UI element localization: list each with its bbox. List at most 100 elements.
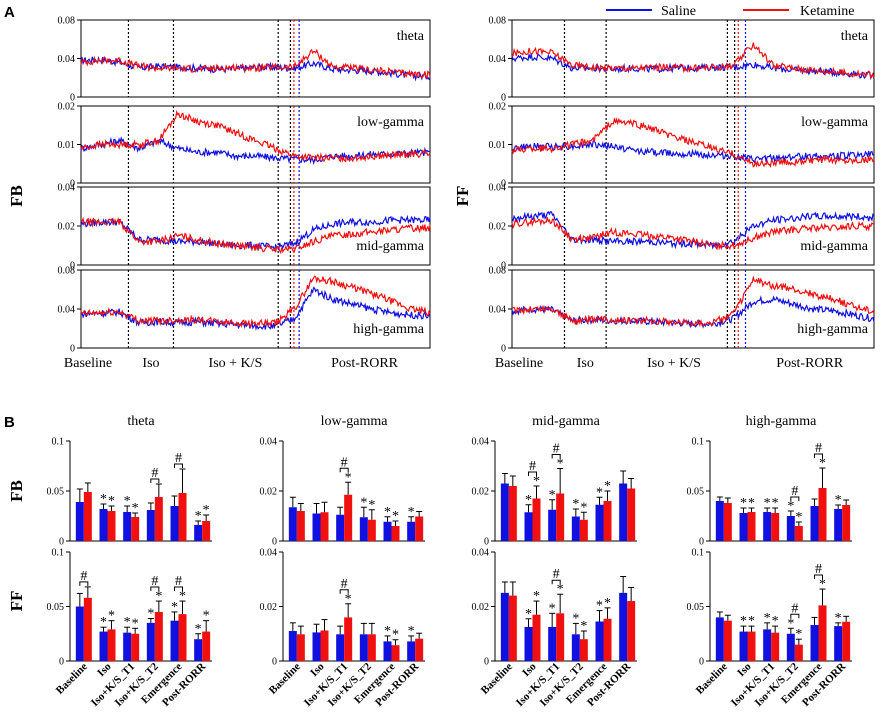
ketamine-bar: [579, 519, 588, 541]
significance-star: *: [604, 596, 611, 611]
saline-bar: [763, 629, 772, 661]
saline-bar: [619, 483, 628, 541]
hash-mark: #: [151, 466, 158, 481]
band-label: mid-gamma: [800, 239, 868, 254]
saline-bar: [312, 632, 321, 661]
section-label: Baseline: [64, 356, 112, 371]
significance-star: *: [557, 457, 564, 472]
ketamine-bar: [603, 618, 612, 661]
ketamine-bar: [508, 486, 517, 541]
significance-star: *: [764, 611, 771, 626]
saline-bar: [146, 622, 155, 661]
band-label: mid-gamma: [356, 239, 424, 254]
hash-mark: #: [341, 455, 348, 470]
y-tick-label: 0.02: [489, 102, 507, 113]
saline-bar: [763, 512, 772, 541]
significance-star: *: [392, 509, 399, 524]
saline-trace: [80, 136, 431, 166]
ketamine-bar: [723, 620, 732, 661]
significance-star: *: [819, 577, 826, 592]
ketamine-bar: [83, 597, 92, 661]
ketamine-bar: [794, 644, 803, 661]
hash-mark: #: [529, 459, 536, 474]
y-tick-label: 0.08: [489, 266, 507, 277]
significance-star: *: [764, 496, 771, 511]
significance-star: *: [345, 470, 352, 485]
ketamine-bar: [131, 517, 140, 541]
y-tick-label: 0.04: [489, 54, 507, 65]
ketamine-bar: [556, 493, 565, 541]
saline-bar: [407, 521, 416, 541]
saline-bar: [739, 631, 748, 661]
saline-bar: [123, 512, 132, 541]
significance-star: *: [108, 609, 115, 624]
section-label: Iso + K/S: [209, 356, 263, 371]
significance-star: *: [179, 589, 186, 604]
ketamine-trace: [80, 216, 431, 255]
saline-bar: [123, 632, 132, 661]
category-label: Iso: [308, 660, 327, 679]
y-tick-label: 0.04: [58, 54, 76, 65]
y-tick-label: 0.04: [260, 437, 278, 448]
hash-mark: #: [815, 441, 822, 456]
significance-star: *: [384, 624, 391, 639]
significance-star: *: [195, 509, 202, 524]
significance-star: *: [203, 609, 210, 624]
y-tick-label: 0: [272, 657, 277, 668]
significance-star: *: [525, 493, 532, 508]
saline-bar: [571, 516, 580, 541]
ketamine-bar: [320, 630, 329, 661]
y-tick-label: 0.05: [47, 487, 65, 498]
significance-star: *: [368, 498, 375, 513]
panel-label-b: B: [4, 414, 15, 431]
saline-bar: [810, 625, 819, 661]
band-label: low-gamma: [801, 115, 869, 130]
ketamine-bar: [107, 511, 116, 541]
bar-panel-title: low-gamma: [321, 414, 389, 429]
y-tick-label: 0: [70, 179, 75, 190]
ketamine-bar: [344, 494, 353, 541]
saline-bar: [715, 501, 724, 541]
row-label-fb-a: FB: [7, 185, 26, 207]
saline-bar: [524, 626, 533, 661]
saline-bar: [336, 634, 345, 661]
comparison-bracket: [551, 579, 561, 585]
significance-star: *: [580, 619, 587, 634]
ketamine-bar: [771, 513, 780, 541]
saline-bar: [786, 633, 795, 661]
saline-bar: [595, 621, 604, 661]
saline-bar: [548, 626, 557, 661]
section-label: Iso + K/S: [647, 356, 701, 371]
significance-star: *: [787, 616, 794, 631]
significance-star: *: [835, 493, 842, 508]
comparison-bracket: [150, 478, 160, 483]
y-tick-label: 0.1: [692, 548, 705, 559]
ketamine-bar: [415, 516, 424, 541]
y-tick-label: 0.02: [58, 102, 76, 113]
saline-bar: [834, 509, 843, 541]
y-tick-label: 0.08: [58, 266, 76, 277]
saline-bar: [548, 509, 557, 541]
significance-star: *: [108, 494, 115, 509]
comparison-bracket: [339, 467, 349, 473]
legend-ketamine-label: Ketamine: [800, 4, 854, 19]
significance-star: *: [203, 503, 210, 518]
section-label: Iso: [142, 356, 159, 371]
saline-bar: [146, 510, 155, 541]
ketamine-bar: [154, 497, 163, 541]
comparison-bracket: [528, 471, 537, 476]
significance-star: *: [533, 474, 540, 489]
y-tick-label: 0.04: [58, 183, 76, 194]
hash-mark: #: [553, 442, 560, 457]
ketamine-bar: [296, 634, 305, 661]
ketamine-bar: [532, 614, 541, 661]
bar-panel-title: high-gamma: [746, 414, 818, 429]
y-tick-label: 0: [699, 657, 704, 668]
ketamine-bar: [344, 617, 353, 661]
significance-star: *: [549, 601, 556, 616]
significance-star: *: [787, 499, 794, 514]
comparison-bracket: [814, 574, 823, 580]
significance-star: *: [408, 624, 415, 639]
significance-star: *: [100, 615, 107, 630]
